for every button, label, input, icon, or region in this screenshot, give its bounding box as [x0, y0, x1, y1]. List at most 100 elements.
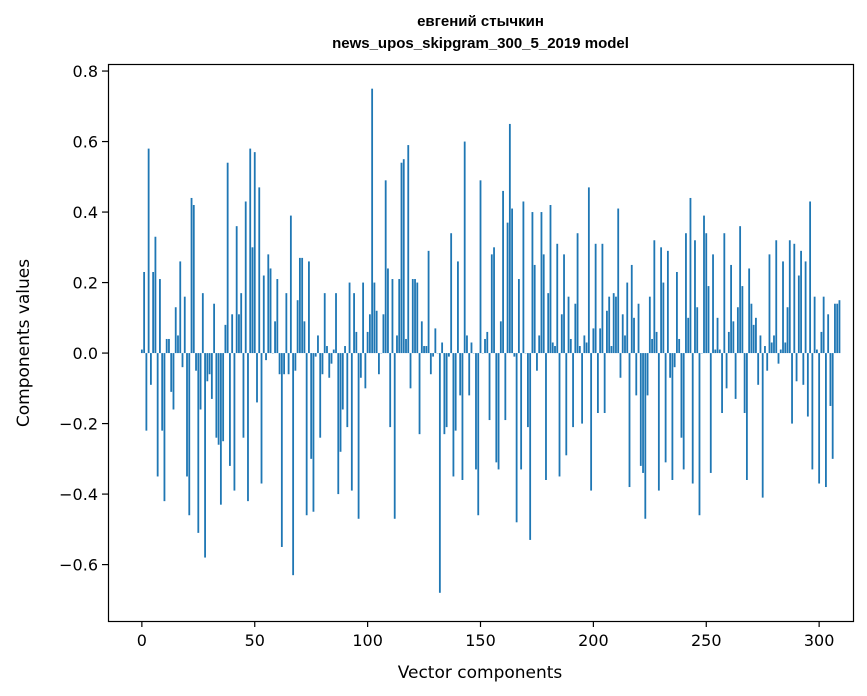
bar-260: [727, 331, 730, 354]
bar-99: [364, 353, 367, 389]
bar-193: [576, 233, 579, 354]
bar-244: [691, 353, 694, 484]
bar-109: [387, 268, 389, 354]
bar-295: [806, 353, 809, 417]
bar-196: [583, 335, 586, 354]
bar-180: [547, 293, 550, 354]
bar-80: [321, 353, 324, 375]
bar-200: [592, 328, 595, 354]
bar-229: [657, 353, 660, 491]
bar-39: [229, 353, 231, 466]
bar-243: [689, 197, 692, 354]
bar-54: [262, 275, 265, 354]
bar-83: [328, 353, 331, 378]
bar-35: [219, 353, 222, 505]
bar-34: [217, 353, 220, 445]
bar-210: [615, 296, 617, 354]
bar-29: [206, 353, 209, 382]
bar-121: [414, 279, 416, 354]
bar-164: [511, 208, 514, 354]
bar-3: [147, 148, 150, 354]
bar-87: [337, 353, 340, 495]
x-tick-label: 0: [137, 631, 147, 650]
bar-296: [809, 201, 812, 354]
bar-225: [648, 296, 651, 354]
bar-63: [283, 353, 285, 375]
bar-273: [757, 353, 760, 385]
bar-43: [238, 314, 240, 354]
x-axis-label: Vector components: [398, 663, 563, 683]
bar-235: [671, 353, 674, 480]
y-tick-label: 0.8: [73, 62, 98, 81]
bar-190: [569, 338, 572, 354]
bar-277: [766, 353, 769, 371]
bar-274: [759, 335, 762, 354]
bar-153: [486, 331, 489, 354]
bar-144: [466, 335, 468, 354]
bar-286: [786, 307, 789, 354]
bar-239: [680, 353, 683, 438]
bar-201: [594, 243, 597, 354]
bar-102: [371, 88, 374, 354]
bar-152: [484, 338, 486, 354]
bar-115: [400, 162, 403, 354]
bar-167: [517, 279, 520, 354]
bar-271: [752, 324, 755, 354]
bar-214: [624, 335, 626, 354]
bar-55: [265, 353, 267, 361]
bar-216: [628, 353, 631, 488]
bar-114: [398, 279, 401, 354]
bar-182: [551, 342, 554, 354]
bar-2: [145, 353, 148, 431]
bar-234: [669, 353, 672, 378]
bar-30: [208, 353, 211, 375]
bar-17: [179, 261, 182, 354]
bar-71: [301, 257, 304, 354]
bar-33: [215, 353, 218, 438]
bar-52: [258, 187, 261, 354]
bar-31: [210, 353, 213, 399]
bar-178: [542, 254, 545, 354]
bar-291: [797, 275, 800, 354]
bar-129: [432, 353, 434, 357]
bar-282: [777, 353, 780, 364]
bar-103: [373, 282, 376, 354]
bar-158: [497, 353, 500, 470]
bar-263: [734, 353, 737, 399]
y-tick-label: 0.2: [73, 274, 98, 293]
x-tick-label: 250: [691, 631, 722, 650]
bar-128: [429, 353, 432, 375]
bar-0: [140, 349, 143, 354]
bar-48: [249, 148, 252, 354]
bar-15: [174, 307, 177, 354]
bar-173: [531, 212, 534, 354]
bar-233: [666, 250, 669, 354]
x-tick-label: 300: [804, 631, 835, 650]
bar-100: [366, 331, 369, 354]
bar-7: [156, 353, 159, 477]
bar-97: [359, 353, 362, 378]
bar-70: [298, 257, 301, 354]
bar-252: [709, 353, 712, 473]
bar-294: [804, 261, 807, 354]
bar-65: [287, 353, 290, 375]
bar-27: [201, 293, 204, 354]
x-tick-label: 150: [465, 631, 496, 650]
bar-220: [637, 303, 640, 354]
bar-237: [676, 271, 678, 354]
bar-101: [368, 314, 371, 354]
bar-111: [391, 279, 394, 354]
bar-19: [183, 296, 186, 354]
bar-42: [235, 226, 238, 354]
bar-161: [504, 353, 507, 421]
bar-104: [375, 310, 378, 354]
bar-75: [310, 353, 313, 459]
bar-249: [703, 215, 705, 354]
bar-207: [608, 296, 611, 354]
bar-123: [418, 353, 421, 435]
bar-138: [452, 353, 455, 477]
bar-148: [475, 353, 477, 470]
bar-105: [378, 353, 380, 375]
bar-18: [181, 353, 184, 368]
bar-134: [443, 353, 446, 435]
